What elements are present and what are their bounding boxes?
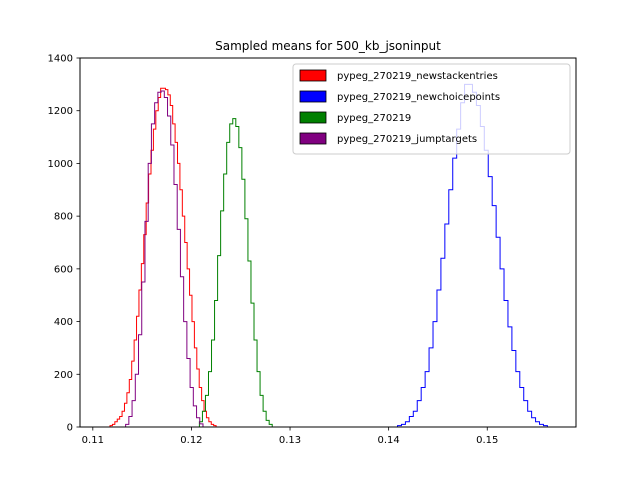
y-tick-label: 200 [54,370,73,381]
y-tick-label: 400 [54,317,73,328]
x-tick-label: 0.15 [476,435,498,446]
legend-label: pypeg_270219_newstackentries [337,71,498,82]
legend-swatch [299,69,327,82]
x-tick-label: 0.13 [279,435,301,446]
legend-swatch [299,90,327,103]
legend-swatch [299,132,327,145]
x-tick-label: 0.11 [82,435,104,446]
legend: pypeg_270219_newstackentries pypeg_270219… [292,63,571,155]
series-3-step-line [122,90,207,427]
series-2-step-line [196,118,276,427]
legend-label: pypeg_270219_jumptargets [337,134,477,145]
axes: 0.11 0.12 0.13 0.14 0.15 0 200 400 600 800 1000 120… [48,54,577,446]
legend-label: pypeg_270219_newchoicepoints [337,92,500,103]
x-tick-label: 0.12 [180,435,202,446]
y-tick-label: 800 [54,212,73,223]
plot-area [107,83,552,427]
axes-frame [79,57,577,428]
y-tick-label: 0 [67,423,73,434]
y-tick-label: 1000 [48,159,73,170]
legend-box [292,63,571,155]
y-tick-label: 1400 [48,54,73,65]
series-0-step-line [107,87,217,427]
x-tick-label: 0.14 [378,435,400,446]
legend-label: pypeg_270219 [337,113,411,124]
chart-title: Sampled means for 500_kb_jsoninput [215,39,441,53]
y-tick-label: 1200 [48,106,73,117]
y-tick-label: 600 [54,264,73,275]
legend-swatch [299,111,327,124]
